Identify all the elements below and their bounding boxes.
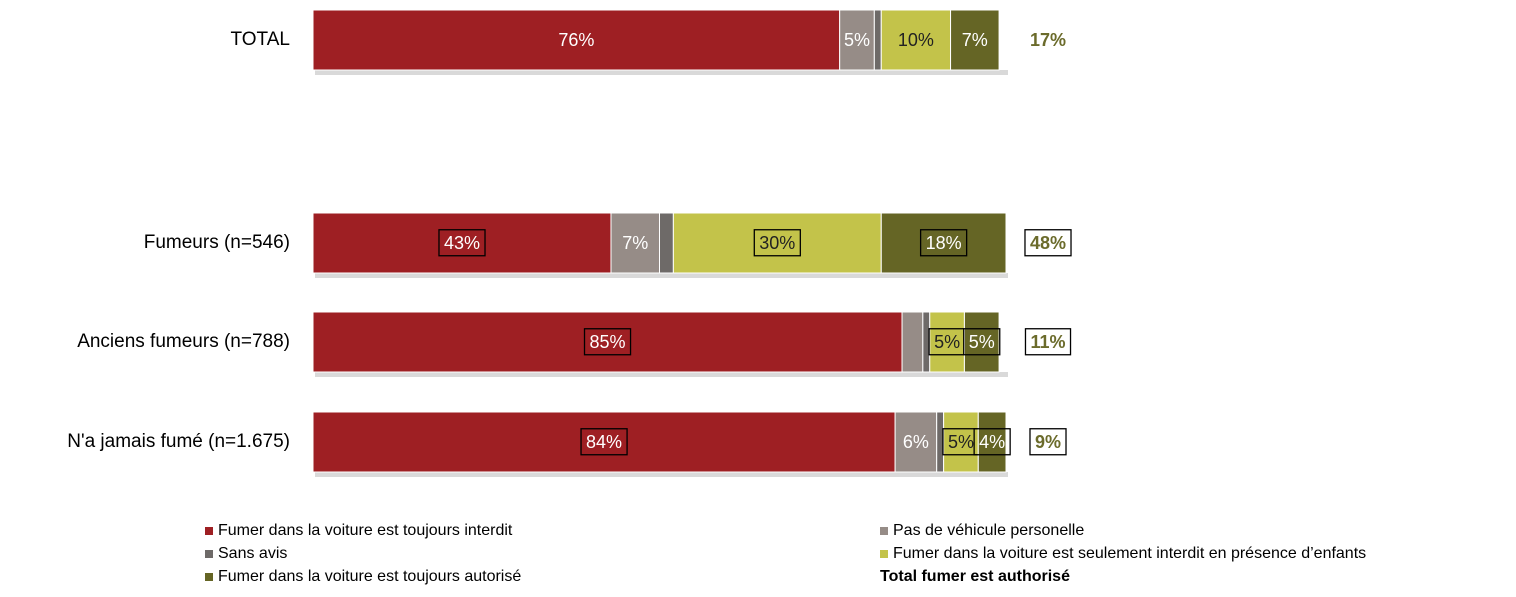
value-label-box bbox=[963, 328, 1001, 356]
bar-segment bbox=[312, 212, 612, 274]
value-label-box bbox=[580, 428, 628, 456]
total-label: 9% bbox=[1035, 432, 1061, 452]
total-label-box bbox=[1024, 328, 1072, 356]
value-label: 5% bbox=[934, 332, 960, 352]
bar-segment bbox=[659, 212, 674, 274]
category-label: N'a jamais fumé (n=1.675) bbox=[67, 431, 290, 452]
bar-segment bbox=[977, 411, 1007, 473]
bar-segment bbox=[312, 411, 896, 473]
bar-segment bbox=[901, 311, 924, 373]
bar-segment bbox=[312, 311, 903, 373]
bar-shadow bbox=[315, 372, 1008, 377]
legend-swatch bbox=[205, 573, 213, 581]
total-label-box bbox=[1029, 428, 1067, 456]
value-label: 7% bbox=[962, 30, 988, 50]
bar-segment bbox=[929, 311, 965, 373]
bar-shadow bbox=[315, 472, 1008, 477]
value-label: 5% bbox=[948, 432, 974, 452]
value-label: 76% bbox=[558, 30, 594, 50]
category-label: Anciens fumeurs (n=788) bbox=[77, 331, 290, 352]
total-label: 11% bbox=[1030, 332, 1065, 352]
value-label-box bbox=[438, 229, 486, 257]
total-label-box bbox=[1024, 229, 1072, 257]
legend-swatch bbox=[880, 527, 888, 535]
legend-label: Fumer dans la voiture est toujours autor… bbox=[218, 568, 521, 585]
legend-label: Total fumer est authorisé bbox=[880, 568, 1070, 585]
value-label: 84% bbox=[586, 432, 622, 452]
value-label: 6% bbox=[903, 432, 929, 452]
total-label: 48% bbox=[1030, 233, 1066, 253]
bar-segment bbox=[873, 9, 882, 71]
bar-segment bbox=[880, 9, 952, 71]
value-label-box bbox=[583, 328, 632, 356]
bar-segment bbox=[963, 311, 1000, 373]
value-label: 85% bbox=[590, 332, 626, 352]
bar-segment bbox=[880, 212, 1007, 274]
value-label: 18% bbox=[926, 233, 962, 253]
value-label: 43% bbox=[444, 233, 480, 253]
legend-swatch bbox=[205, 550, 213, 558]
bar-segment bbox=[943, 411, 979, 473]
legend-label: Pas de véhicule personelle bbox=[893, 522, 1084, 539]
total-label: 17% bbox=[1030, 30, 1066, 50]
category-label: Fumeurs (n=546) bbox=[144, 232, 290, 253]
value-label-box bbox=[919, 229, 968, 257]
bar-segment bbox=[950, 9, 1000, 71]
bar-shadow bbox=[315, 273, 1008, 278]
legend-swatch bbox=[880, 550, 888, 558]
value-label: 4% bbox=[979, 432, 1005, 452]
legend-swatch bbox=[205, 527, 213, 535]
bar-shadow bbox=[315, 70, 1008, 75]
value-label: 30% bbox=[759, 233, 795, 253]
bar-segment bbox=[894, 411, 938, 473]
bar-segment bbox=[839, 9, 875, 71]
bar-segment bbox=[610, 212, 660, 274]
bar-segment bbox=[672, 212, 882, 274]
value-label: 10% bbox=[898, 30, 934, 50]
legend-label: Sans avis bbox=[218, 545, 287, 562]
value-label-box bbox=[753, 229, 801, 257]
legend-label: Fumer dans la voiture est seulement inte… bbox=[893, 545, 1366, 562]
value-label: 7% bbox=[622, 233, 648, 253]
bar-segment bbox=[312, 9, 841, 71]
legend-label: Fumer dans la voiture est toujours inter… bbox=[218, 522, 513, 539]
value-label: 5% bbox=[844, 30, 870, 50]
value-label-box bbox=[973, 428, 1011, 456]
value-label: 5% bbox=[969, 332, 995, 352]
category-label: TOTAL bbox=[231, 29, 290, 50]
